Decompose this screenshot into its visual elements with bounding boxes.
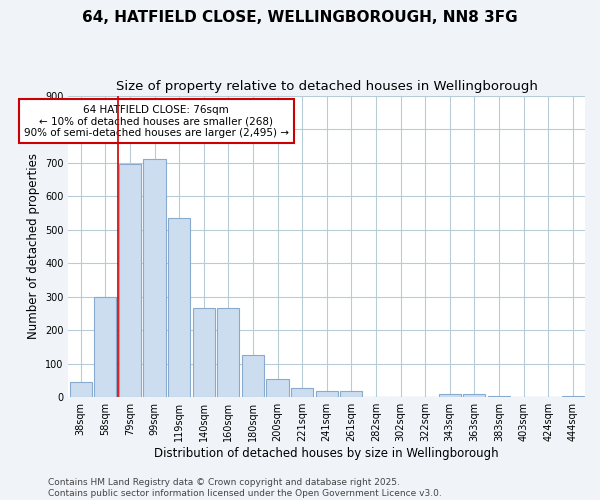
Title: Size of property relative to detached houses in Wellingborough: Size of property relative to detached ho… [116, 80, 538, 93]
Bar [119, 164, 141, 397]
Text: 64 HATFIELD CLOSE: 76sqm
← 10% of detached houses are smaller (268)
90% of semi-: 64 HATFIELD CLOSE: 76sqm ← 10% of detach… [24, 104, 289, 138]
Bar [266, 379, 289, 397]
Bar [316, 391, 338, 397]
Bar [217, 308, 239, 397]
Bar [94, 296, 116, 397]
Bar [242, 356, 264, 397]
Bar [193, 308, 215, 397]
Bar [439, 394, 461, 397]
Text: Contains HM Land Registry data © Crown copyright and database right 2025.
Contai: Contains HM Land Registry data © Crown c… [48, 478, 442, 498]
Bar [562, 396, 584, 397]
X-axis label: Distribution of detached houses by size in Wellingborough: Distribution of detached houses by size … [154, 447, 499, 460]
Bar [291, 388, 313, 397]
Bar [143, 159, 166, 397]
Bar [488, 396, 510, 397]
Bar [70, 382, 92, 397]
Y-axis label: Number of detached properties: Number of detached properties [26, 154, 40, 340]
Bar [168, 218, 190, 397]
Text: 64, HATFIELD CLOSE, WELLINGBOROUGH, NN8 3FG: 64, HATFIELD CLOSE, WELLINGBOROUGH, NN8 … [82, 10, 518, 25]
Bar [340, 390, 362, 397]
Bar [463, 394, 485, 397]
